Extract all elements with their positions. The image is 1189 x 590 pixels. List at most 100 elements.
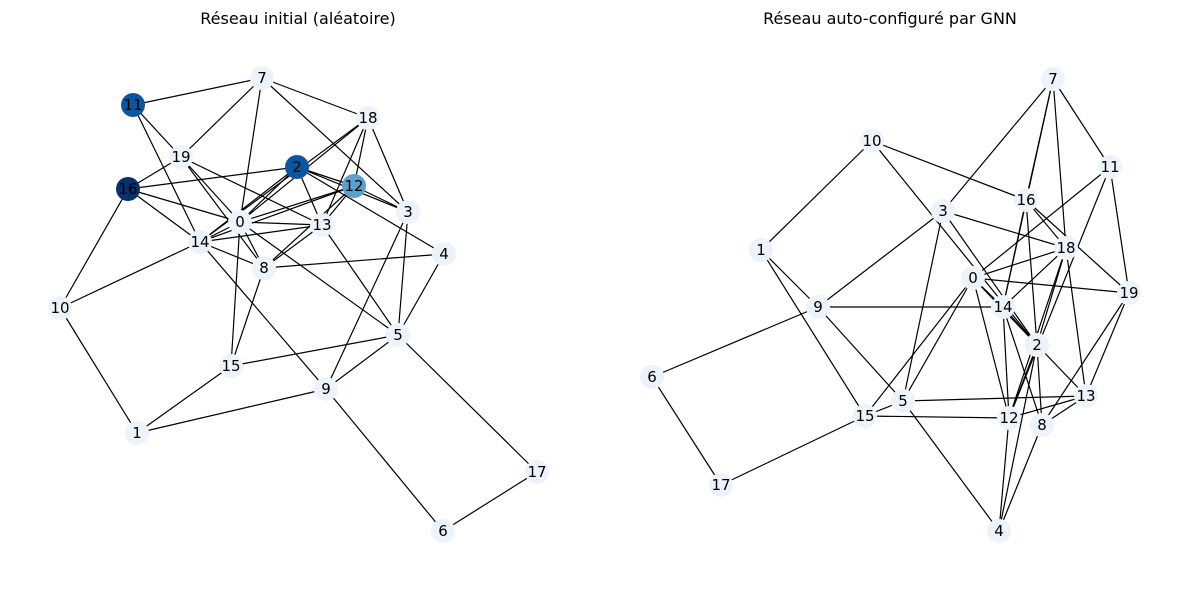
node-circle-16 bbox=[116, 177, 140, 201]
node-label-16: 16 bbox=[1016, 191, 1035, 209]
node-label-7: 7 bbox=[1048, 70, 1058, 88]
node-5: 5 bbox=[386, 323, 410, 347]
edge-16-14 bbox=[127, 188, 201, 243]
edge-12-0 bbox=[239, 185, 355, 223]
edge-19-0 bbox=[180, 156, 241, 223]
edge-3-2 bbox=[942, 210, 1038, 346]
node-label-19: 19 bbox=[171, 148, 190, 166]
edge-8-4 bbox=[998, 424, 1043, 532]
node-circle-15 bbox=[219, 354, 243, 378]
node-circle-5 bbox=[386, 323, 410, 347]
node-label-8: 8 bbox=[1037, 416, 1047, 434]
edge-18-0 bbox=[972, 247, 1067, 279]
node-label-12: 12 bbox=[344, 177, 363, 195]
node-circle-14 bbox=[188, 230, 212, 254]
node-circle-6 bbox=[640, 365, 664, 389]
node-circle-8 bbox=[1030, 413, 1054, 437]
node-0: 0 bbox=[228, 210, 252, 234]
edge-16-2 bbox=[1025, 199, 1038, 346]
edge-2-4 bbox=[998, 344, 1038, 532]
edge-14-9 bbox=[199, 241, 327, 390]
node-circle-7 bbox=[250, 66, 274, 90]
edge-11-7 bbox=[132, 77, 263, 106]
node-5: 5 bbox=[891, 389, 915, 413]
edge-19-13 bbox=[1085, 292, 1130, 397]
edge-6-17 bbox=[651, 376, 722, 486]
node-0: 0 bbox=[961, 266, 985, 290]
edge-0-13 bbox=[239, 221, 323, 226]
edge-0-5 bbox=[902, 277, 974, 402]
node-circle-17 bbox=[709, 473, 733, 497]
edge-3-18 bbox=[942, 210, 1067, 249]
node-label-5: 5 bbox=[898, 392, 908, 410]
edge-14-8 bbox=[1002, 306, 1043, 426]
node-19: 19 bbox=[1117, 281, 1141, 305]
edge-18-14 bbox=[1002, 247, 1067, 308]
node-circle-2 bbox=[285, 155, 309, 179]
node-13: 13 bbox=[1074, 384, 1098, 408]
edge-5-17 bbox=[397, 334, 538, 473]
node-label-16: 16 bbox=[118, 180, 137, 198]
edge-14-10 bbox=[59, 241, 201, 309]
node-4: 4 bbox=[987, 519, 1011, 543]
node-14: 14 bbox=[188, 230, 212, 254]
node-label-10: 10 bbox=[862, 132, 881, 150]
edge-18-3 bbox=[367, 117, 409, 213]
node-19: 19 bbox=[169, 145, 193, 169]
node-label-8: 8 bbox=[259, 259, 269, 277]
edge-0-19 bbox=[972, 277, 1130, 294]
node-label-19: 19 bbox=[1119, 284, 1138, 302]
node-label-3: 3 bbox=[938, 202, 948, 220]
edge-9-5 bbox=[817, 306, 904, 402]
edge-13-5 bbox=[321, 224, 399, 336]
node-circle-9 bbox=[806, 295, 830, 319]
node-label-2: 2 bbox=[292, 158, 302, 176]
node-circle-4 bbox=[432, 242, 456, 266]
edge-13-8 bbox=[263, 224, 323, 269]
edge-3-9 bbox=[817, 210, 944, 308]
edge-11-19 bbox=[1109, 166, 1130, 294]
node-8: 8 bbox=[1030, 413, 1054, 437]
edge-16-0 bbox=[127, 188, 241, 223]
node-9: 9 bbox=[314, 377, 338, 401]
panel-title-gnn: Réseau auto-configuré par GNN bbox=[763, 9, 1017, 28]
edge-7-18 bbox=[1052, 78, 1067, 249]
node-12: 12 bbox=[997, 406, 1021, 430]
node-11: 11 bbox=[121, 93, 145, 117]
node-label-6: 6 bbox=[438, 522, 448, 540]
node-label-5: 5 bbox=[393, 326, 403, 344]
node-10: 10 bbox=[48, 296, 72, 320]
node-6: 6 bbox=[431, 519, 455, 543]
edge-12-4 bbox=[998, 417, 1010, 532]
node-1: 1 bbox=[125, 421, 149, 445]
node-7: 7 bbox=[1041, 67, 1065, 91]
node-circle-17 bbox=[525, 460, 549, 484]
edge-15-17 bbox=[720, 415, 866, 486]
edge-1-9 bbox=[760, 249, 819, 308]
node-circle-16 bbox=[1014, 188, 1038, 212]
node-label-17: 17 bbox=[527, 463, 546, 481]
edge-9-6 bbox=[651, 306, 819, 378]
node-circle-3 bbox=[396, 200, 420, 224]
edge-7-18 bbox=[261, 77, 369, 119]
edge-11-0 bbox=[972, 166, 1111, 279]
edge-5-4 bbox=[902, 400, 1000, 532]
node-label-12: 12 bbox=[999, 409, 1018, 427]
node-circle-19 bbox=[1117, 281, 1141, 305]
panel-initial-network: Réseau initial (aléatoire) 0123456789101… bbox=[48, 9, 549, 543]
edge-14-12 bbox=[1002, 306, 1010, 419]
edge-19-8 bbox=[180, 156, 265, 269]
node-7: 7 bbox=[250, 66, 274, 90]
node-circle-1 bbox=[125, 421, 149, 445]
node-label-7: 7 bbox=[257, 69, 267, 87]
node-2: 2 bbox=[285, 155, 309, 179]
node-circle-11 bbox=[121, 93, 145, 117]
node-3: 3 bbox=[396, 200, 420, 224]
node-12: 12 bbox=[342, 174, 366, 198]
edge-18-12 bbox=[1008, 247, 1067, 419]
edge-5-15 bbox=[230, 334, 399, 367]
node-13: 13 bbox=[310, 213, 334, 237]
node-circle-6 bbox=[431, 519, 455, 543]
